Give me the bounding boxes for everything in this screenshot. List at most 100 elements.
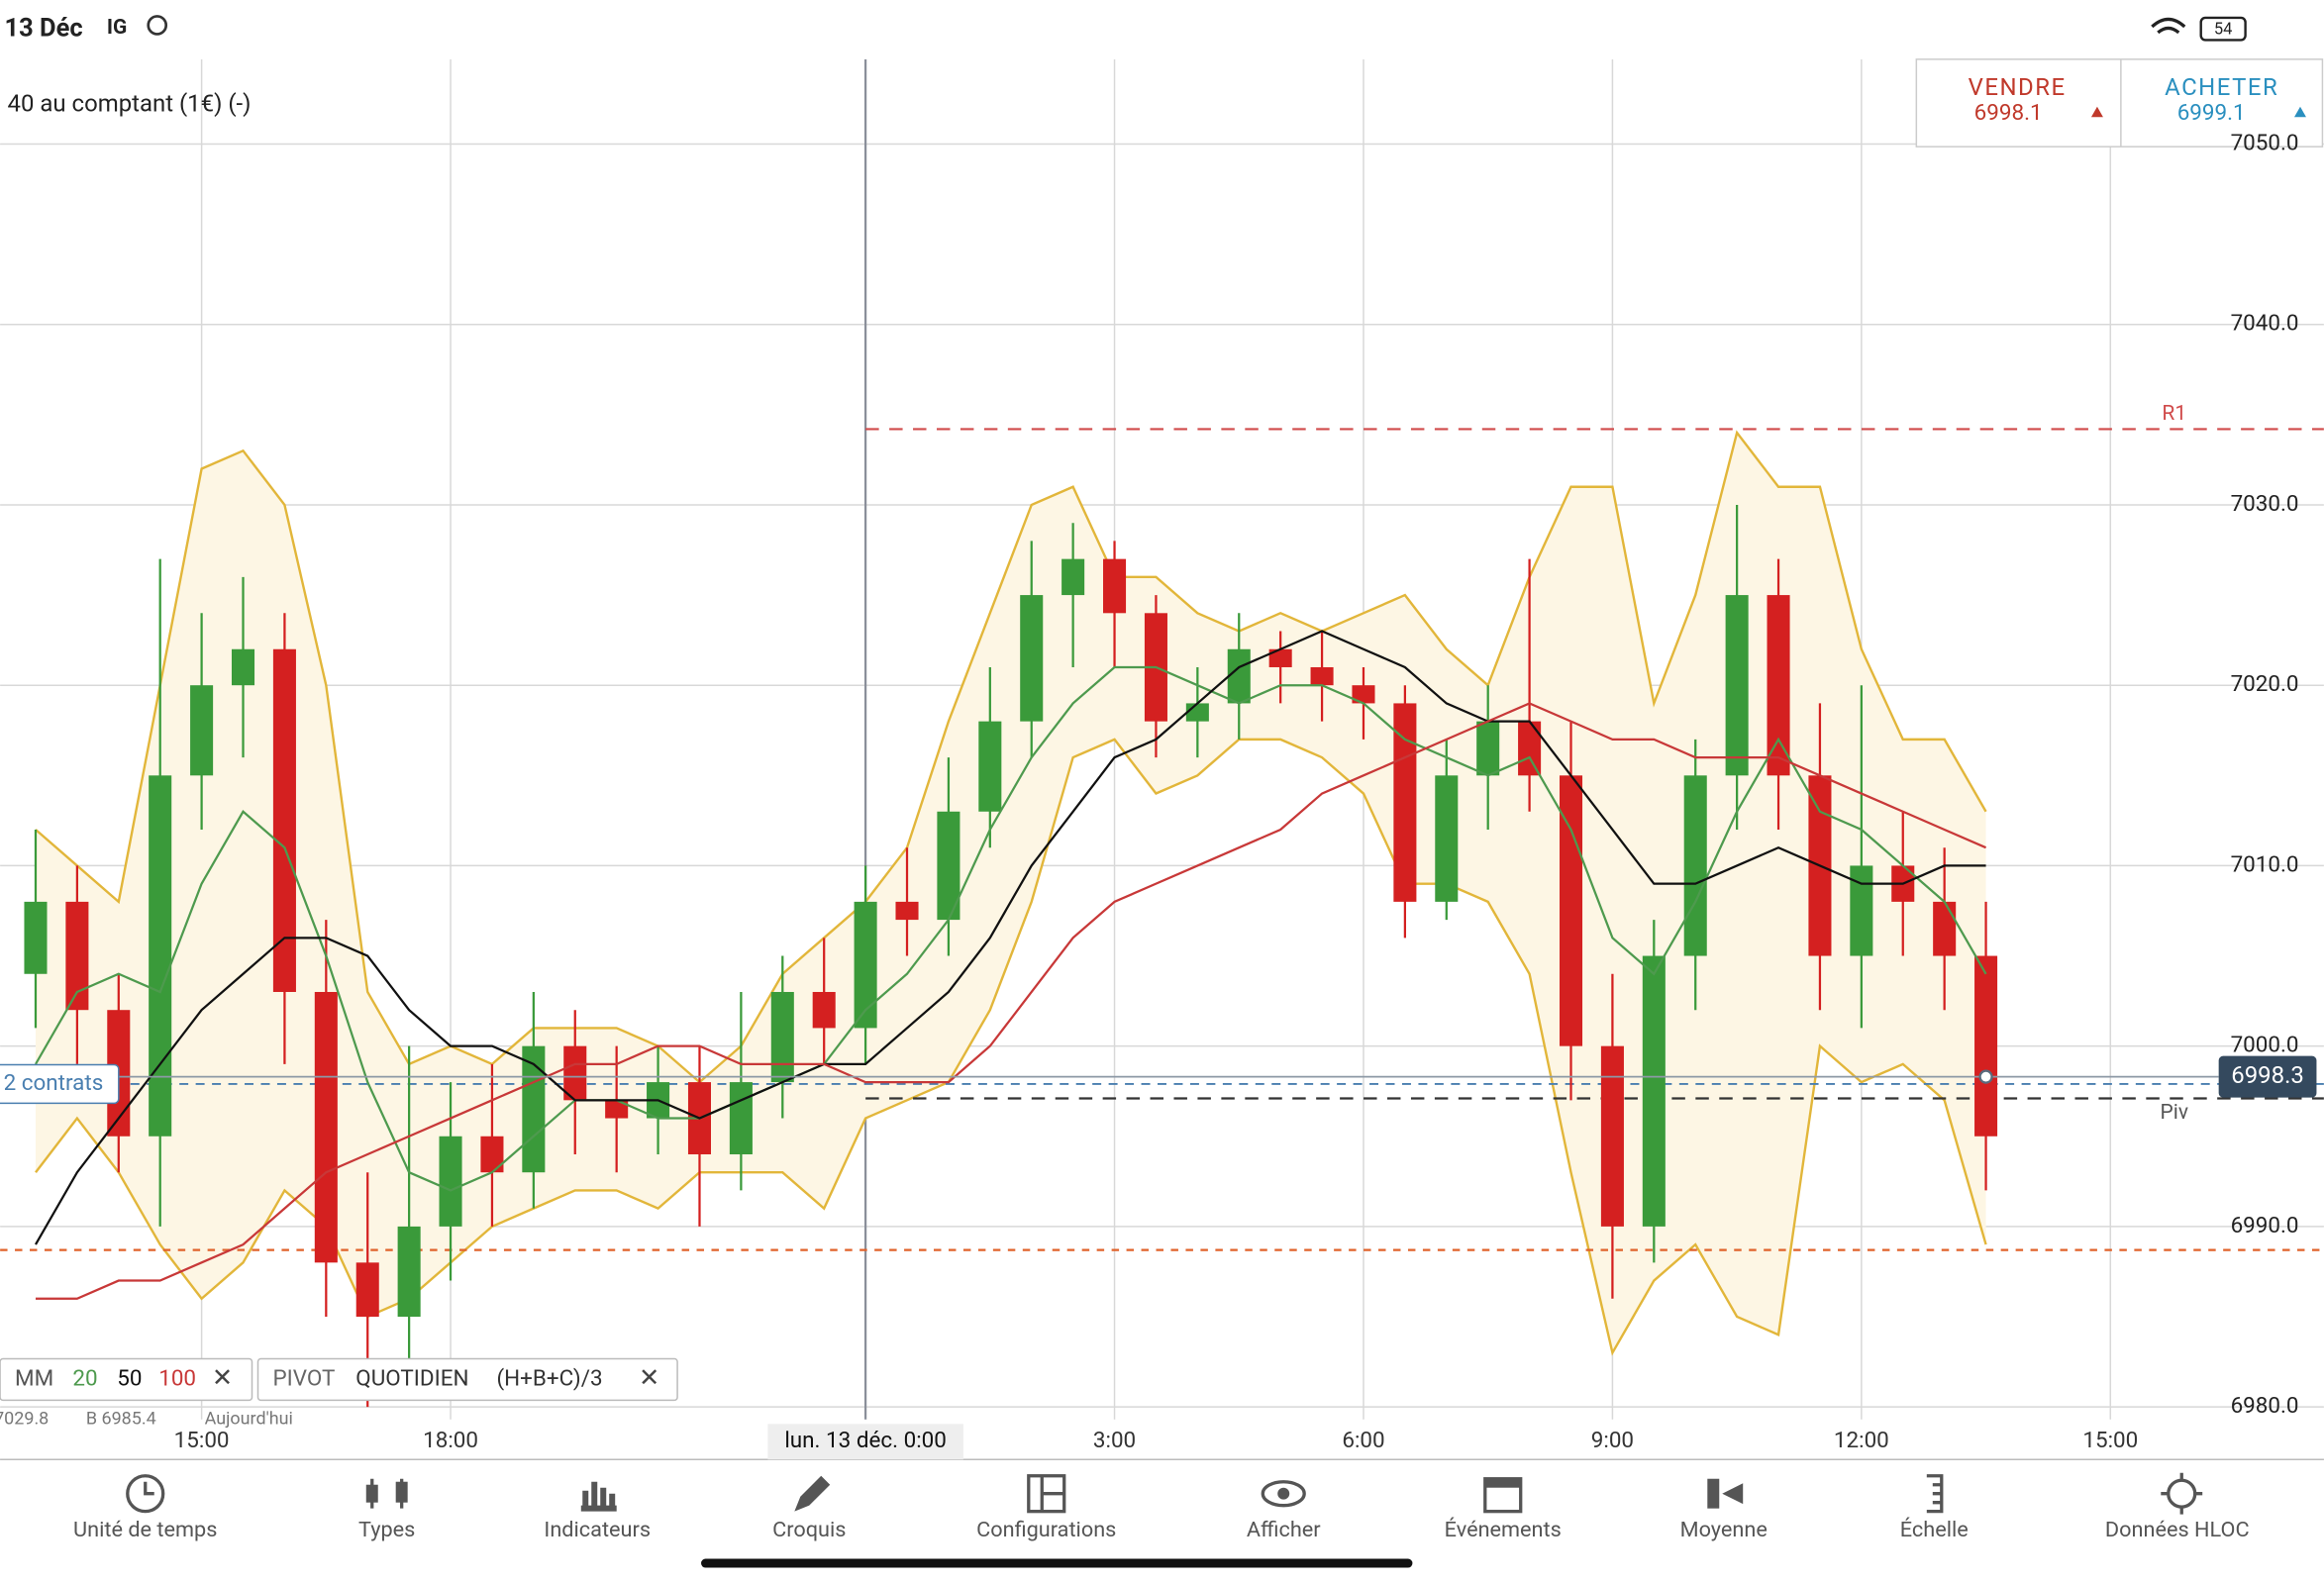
candle-body [854,901,877,1029]
candle-body [480,1136,504,1173]
status-app: IG [107,16,127,40]
y-tick-label: 7020.0 [2231,671,2299,697]
icon [1722,1483,1744,1505]
battery-level: 54 [2214,20,2233,39]
candle-body [1185,703,1209,722]
current-price-dot [1978,1069,1993,1084]
info-strip: 7029.8 [0,1409,49,1430]
candle-body [1933,901,1957,956]
level-label: Piv [2161,1101,2188,1125]
toolbar-item[interactable]: Croquis [772,1518,846,1542]
icon [395,1481,408,1503]
candle-body [1310,666,1334,686]
x-label-bg [767,1424,963,1460]
icon [1484,1478,1521,1488]
y-tick-label: 6980.0 [2231,1393,2299,1419]
icon [1277,1487,1290,1500]
buy-label: ACHETER [2165,73,2278,101]
position-box[interactable] [0,1063,120,1105]
price-tag-label: 6998.3 [2231,1061,2304,1089]
icon [365,1484,378,1503]
ma-chip[interactable] [0,1357,253,1402]
icon [794,1475,831,1512]
toolbar-item[interactable]: Configurations [976,1518,1116,1542]
candle-body [1850,865,1873,956]
chip-close[interactable]: ✕ [639,1363,659,1393]
candle-body [1352,685,1375,704]
candle-body [1061,558,1085,596]
toolbar-item[interactable]: Événements [1445,1517,1562,1542]
candle-body [605,1100,629,1119]
candle-body [770,991,794,1083]
ma-chip-label: MM [15,1365,53,1391]
candle-body [978,721,1002,812]
x-tick-label: 6:00 [1342,1428,1384,1453]
toolbar-item[interactable]: Données HLOC [2105,1518,2250,1542]
wifi-icon [2151,17,2186,35]
toolbar-item[interactable]: Moyenne [1680,1518,1768,1542]
candle-body [65,901,89,1011]
candle-body [1020,595,1044,722]
toolbar-item[interactable]: Afficher [1247,1518,1321,1542]
candle-body [1268,648,1292,667]
y-tick-label: 7030.0 [2231,491,2299,517]
buy-arrow [2293,106,2306,118]
x-tick-label: 18:00 [423,1428,478,1453]
candle-body [1103,558,1127,614]
x-tick-label: 15:00 [174,1428,230,1453]
ma-period: 50 [117,1365,142,1391]
candle-body [272,648,296,992]
x-tick-label: 15:00 [2082,1428,2138,1453]
battery-icon [2199,16,2247,42]
candle-body [1435,775,1459,902]
candle-body [231,648,255,686]
candle-body [314,991,338,1263]
ma-line [35,702,1987,1300]
icon [1707,1478,1720,1509]
candle-body [1393,703,1417,902]
y-tick-label: 7000.0 [2231,1033,2299,1058]
ma-line [35,665,1987,1192]
instrument-name: 40 au comptant (1€) (-) [8,90,252,118]
pivot-chip[interactable] [256,1357,678,1402]
candle-body [1600,1045,1624,1227]
position-label: 2 contrats [4,1070,104,1096]
sell-price: 6998.1 [1974,100,2043,126]
toolbar-item[interactable]: Unité de temps [73,1518,217,1542]
icon [144,1481,154,1496]
candle-body [1683,775,1707,956]
pivot-chip-text: PIVOT [272,1365,335,1391]
sell-arrow [2090,106,2103,118]
candle-body [1725,595,1749,776]
x-tick-label: lun. 13 déc. 0:00 [784,1428,947,1453]
candle-body [355,1262,379,1317]
candle-body [812,991,836,1029]
icon [2161,1472,2203,1515]
sell-button[interactable]: VENDRE 6998.1 [1969,73,2103,126]
icon [580,1481,617,1512]
chip-close[interactable]: ✕ [212,1363,233,1393]
y-tick-label: 7050.0 [2231,130,2299,155]
y-tick-label: 7040.0 [2231,311,2299,337]
x-tick-label: 12:00 [1834,1428,1889,1453]
candle-body [563,1045,587,1101]
toolbar-item[interactable]: Indicateurs [544,1518,651,1542]
candle-body [149,775,172,1137]
buy-price: 6999.1 [2177,100,2246,126]
pivot-chip-text: QUOTIDIEN [355,1365,468,1391]
toolbar-item[interactable]: Types [358,1518,415,1542]
candle-body [895,901,919,921]
toolbar-item[interactable]: Échelle [1900,1517,1969,1542]
status-date: 13 Déc [5,14,83,44]
sell-label: VENDRE [1969,73,2067,101]
price-tag [2218,1055,2317,1098]
candle-body [729,1082,753,1154]
candle-body [1227,648,1251,704]
candle-body [1642,955,1666,1227]
candle-body [1767,595,1790,776]
icon [1040,1475,1064,1512]
y-tick-label: 7010.0 [2231,851,2299,877]
chart [0,58,2324,1420]
candle-body [439,1136,462,1227]
buy-button[interactable]: ACHETER 6999.1 [2165,73,2306,126]
